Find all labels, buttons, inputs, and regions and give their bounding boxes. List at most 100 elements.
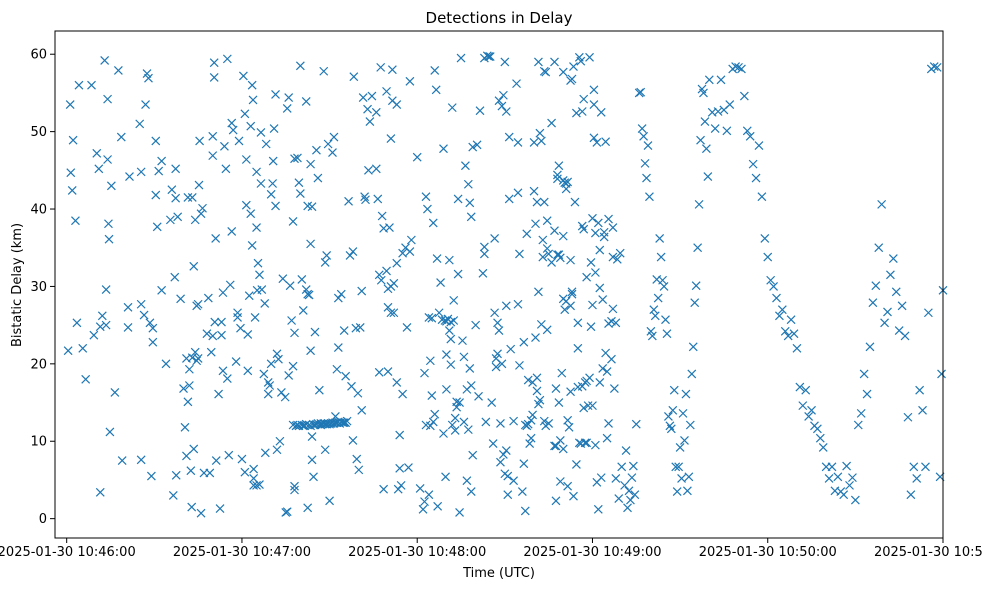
y-tick-label: 10 [30,435,47,450]
data-point [272,445,282,455]
data-point [449,316,459,325]
data-point [179,384,188,394]
data-point [190,347,200,357]
y-tick-label: 30 [30,280,47,295]
data-point [428,218,438,228]
data-point [845,480,854,490]
data-point [402,323,412,332]
data-point [513,138,523,147]
x-axis-label: Time (UTC) [462,566,535,581]
data-point [225,280,235,290]
data-point [731,62,741,72]
data-point [117,456,127,466]
data-point [608,223,618,233]
data-point [361,195,370,205]
data-point [157,285,167,295]
data-point [462,476,472,486]
data-point [105,427,115,437]
data-point [674,462,684,472]
data-point [441,350,451,359]
data-point [430,66,440,75]
data-point [563,481,573,491]
data-point [184,364,194,374]
data-point [168,491,178,500]
data-point [528,410,538,420]
data-point [187,502,197,512]
data-point [547,118,557,128]
data-point [280,392,290,402]
data-point [569,491,578,501]
data-point [498,449,508,459]
data-point [598,295,608,305]
data-point [586,258,596,267]
data-point [287,316,297,325]
data-point [611,318,621,328]
data-point [739,91,749,101]
data-point [585,373,594,383]
data-point [272,349,282,359]
data-point [209,73,219,82]
data-point [312,145,321,155]
data-point [640,158,650,168]
data-point [234,136,244,146]
data-point [645,192,654,202]
data-point [379,484,389,494]
data-point [97,311,107,321]
data-point [320,445,330,455]
data-point [389,278,399,288]
data-point [95,487,105,497]
data-point [387,65,397,75]
data-point [496,419,505,428]
data-point [222,374,232,383]
data-point [481,417,491,427]
data-point [415,484,425,493]
data-point [265,381,275,390]
data-point [392,100,402,109]
data-point [493,318,502,328]
data-point [532,373,542,383]
data-point [688,342,698,352]
data-point [621,446,631,455]
data-point [757,192,767,202]
data-point [444,326,454,335]
data-point [221,164,231,174]
data-point [314,385,324,395]
data-point [161,359,171,369]
data-point [71,216,80,226]
data-point [250,312,260,322]
data-point [909,462,919,472]
data-point [551,496,561,506]
data-point [106,181,116,191]
data-point [405,247,415,257]
data-point [145,318,155,328]
data-point [573,318,583,328]
data-point [431,85,441,95]
data-point [348,247,358,257]
data-point [558,444,568,454]
data-point [183,192,193,202]
y-tick-label: 50 [30,125,47,140]
data-point [617,462,627,472]
data-point [485,52,495,61]
data-point [601,137,611,147]
data-point [364,165,373,175]
data-point [360,192,370,202]
data-point [116,132,126,142]
data-point [450,413,460,423]
data-point [447,103,457,113]
data-point [675,443,685,452]
data-point [763,252,773,262]
data-point [494,326,504,335]
data-point [694,199,704,209]
data-point [734,62,743,72]
data-point [883,307,892,317]
data-point [208,131,218,141]
data-point [921,462,930,472]
data-point [307,455,317,465]
data-point [848,473,857,483]
data-point [602,433,612,443]
data-point [63,346,73,356]
data-point [157,156,167,166]
data-point [256,127,266,137]
